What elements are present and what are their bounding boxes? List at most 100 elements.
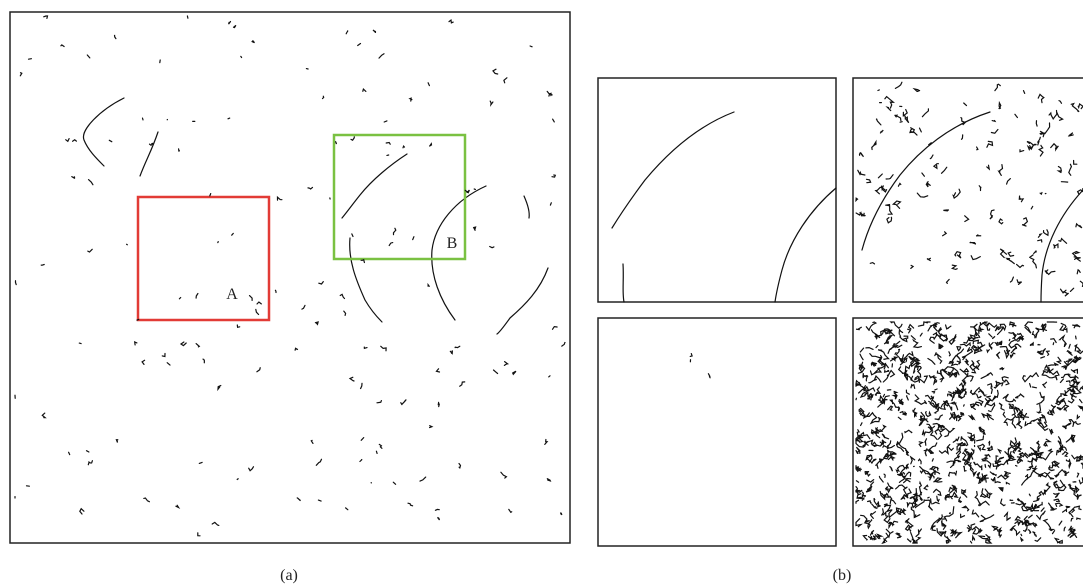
edge-fragment	[87, 55, 90, 58]
edge-fragment	[315, 322, 318, 324]
edge-fragment	[1057, 447, 1067, 455]
edge-fragment	[218, 386, 221, 390]
edge-fragment	[1044, 443, 1047, 446]
edge-fragment	[1074, 161, 1077, 165]
edge-texture	[15, 16, 565, 536]
edge-fragment	[1049, 111, 1057, 119]
edge-curve	[497, 268, 548, 334]
edge-fragment	[1027, 461, 1033, 470]
edge-fragment	[1021, 538, 1023, 541]
edge-fragment	[1010, 353, 1015, 358]
edge-fragment	[979, 535, 988, 539]
edge-fragment	[1003, 412, 1005, 417]
subpanel-frame	[598, 318, 836, 546]
edge-fragment	[1015, 394, 1024, 398]
edge-fragment	[552, 175, 555, 177]
edge-fragment	[1029, 515, 1033, 518]
edge-curve	[775, 188, 836, 302]
edge-fragment	[977, 436, 984, 441]
edge-fragment	[989, 411, 992, 412]
edge-fragment	[934, 478, 942, 482]
edge-fragment	[963, 466, 966, 471]
edge-fragment	[871, 512, 875, 515]
edge-fragment	[908, 329, 911, 333]
caption: (b)	[833, 567, 852, 584]
edge-fragment	[919, 459, 922, 464]
edge-fragment	[413, 237, 414, 240]
page: {"panel_a": {"caption": "(a)", "regions"…	[0, 0, 1083, 586]
edge-fragment	[1033, 387, 1037, 388]
edge-fragment	[1069, 133, 1073, 136]
edge-fragment	[885, 487, 889, 490]
edge-fragment	[319, 282, 324, 284]
edge-fragment	[909, 325, 914, 329]
edge-fragment	[1080, 400, 1082, 403]
edge-fragment	[914, 340, 922, 347]
edge-fragment	[865, 472, 870, 476]
edge-fragment	[72, 176, 75, 178]
edge-fragment	[977, 394, 982, 398]
region-label: A	[226, 286, 238, 303]
edge-fragment	[900, 122, 902, 123]
edge-fragment	[1038, 240, 1042, 242]
edge-fragment	[1045, 366, 1053, 372]
edge-fragment	[438, 517, 440, 520]
edge-fragment	[402, 400, 406, 404]
edge-fragment	[994, 477, 1001, 483]
edge-fragment	[896, 407, 899, 411]
edge-fragment	[965, 359, 968, 365]
edge-fragment	[1037, 511, 1045, 519]
edge-fragment	[856, 447, 860, 454]
edge-fragment	[1010, 322, 1017, 327]
edge-fragment	[1069, 344, 1070, 348]
edge-fragment	[346, 31, 348, 34]
edge-fragment	[1013, 528, 1020, 535]
edge-fragment	[990, 343, 994, 347]
edge-fragment	[228, 118, 230, 119]
edge-fragment	[979, 186, 981, 191]
edge-fragment	[911, 457, 915, 464]
edge-fragment	[1075, 258, 1081, 261]
edge-fragment	[907, 472, 911, 476]
edge-fragment	[935, 352, 936, 355]
edge-fragment	[898, 183, 900, 186]
edge-fragment	[933, 489, 941, 495]
edge-fragment	[953, 437, 959, 442]
edge-fragment	[690, 354, 692, 357]
edge-fragment	[1070, 288, 1073, 291]
edge-fragment	[1073, 422, 1080, 425]
edge-fragment	[1019, 196, 1023, 202]
edge-fragment	[863, 373, 868, 381]
edge-fragment	[41, 265, 44, 266]
edge-fragment	[939, 344, 943, 349]
edge-fragment	[987, 141, 993, 147]
edge-fragment	[1058, 167, 1061, 173]
edge-fragment	[935, 419, 939, 420]
edge-fragment	[494, 370, 498, 374]
edge-fragment	[1025, 420, 1035, 425]
edge-fragment	[1035, 538, 1041, 542]
edge-fragment	[316, 459, 321, 465]
edge-fragment	[867, 179, 871, 182]
edge-fragment	[241, 56, 242, 57]
edge-fragment	[1038, 94, 1044, 102]
edge-fragment	[1067, 351, 1072, 356]
edge-fragment	[866, 322, 876, 330]
edge-fragment	[1007, 458, 1015, 462]
edge-fragment	[1033, 331, 1040, 338]
edge-fragment	[1054, 499, 1060, 501]
edge-fragment	[939, 429, 944, 432]
edge-fragment	[1075, 345, 1083, 354]
edge-fragment	[196, 294, 198, 299]
edge-fragment	[198, 533, 200, 536]
edge-fragment	[295, 348, 298, 350]
edge-fragment	[964, 103, 967, 106]
edge-fragment	[1055, 539, 1062, 544]
edge-fragment	[379, 444, 382, 448]
edge-fragment	[344, 311, 346, 315]
edge-fragment	[861, 515, 870, 522]
edge-fragment	[943, 232, 947, 236]
edge-fragment	[1044, 519, 1053, 530]
edge-fragment	[376, 451, 377, 453]
edge-fragment	[1020, 150, 1024, 152]
